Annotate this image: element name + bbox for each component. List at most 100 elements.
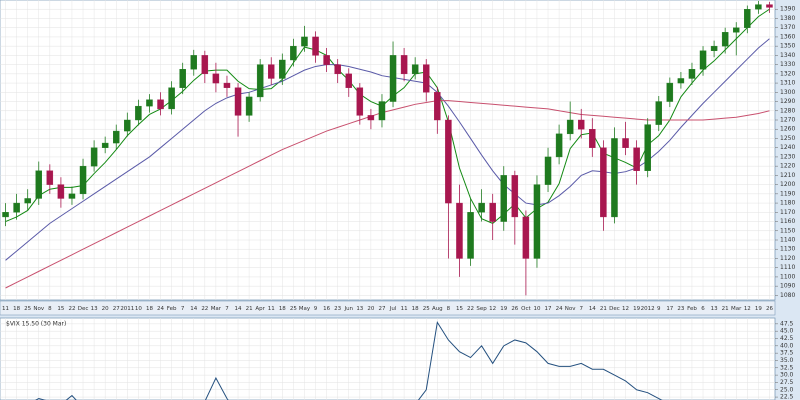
y-tick-label: 1160 xyxy=(780,218,795,225)
candle-body xyxy=(135,105,142,121)
candle-body xyxy=(57,184,65,199)
x-tick-label: 24 xyxy=(157,306,164,312)
y-tick-label: 1120 xyxy=(780,255,795,262)
candle-body xyxy=(445,119,452,204)
candle-body xyxy=(478,202,485,213)
candle-body xyxy=(179,69,186,88)
x-tick-label: 21 xyxy=(600,306,607,312)
x-tick-label: 18 xyxy=(146,306,153,312)
candle-body xyxy=(611,138,618,218)
x-tick-label: 25 xyxy=(24,306,31,312)
candle-body xyxy=(301,36,308,47)
moving-average xyxy=(5,8,770,224)
candle-body xyxy=(622,138,629,148)
y-tick-label: 1360 xyxy=(780,33,795,40)
lower-plot xyxy=(0,318,775,400)
candle-body xyxy=(356,87,364,116)
y-tick-label: 1250 xyxy=(780,135,795,142)
y-tick-label: 45.0 xyxy=(780,328,794,335)
x-tick-label: 18 xyxy=(279,306,286,312)
candle-body xyxy=(234,87,242,116)
x-tick-label: 11 xyxy=(268,306,275,312)
candle-body xyxy=(666,82,674,102)
x-tick-label: 15 xyxy=(456,306,463,312)
y-tick-label: 1200 xyxy=(780,181,795,188)
x-tick-label: 6 xyxy=(701,306,705,312)
y-tick-label: 1270 xyxy=(780,117,795,124)
candle-body xyxy=(633,147,640,171)
y-tick-label: 1140 xyxy=(780,237,795,244)
x-tick-label: 18 xyxy=(13,306,20,312)
x-tick-label: Feb xyxy=(167,306,177,312)
candle-body xyxy=(90,147,98,167)
candle-body xyxy=(733,27,740,33)
candle-body xyxy=(600,147,607,218)
y-tick-label: 1350 xyxy=(780,43,795,50)
y-tick-label: 32.5 xyxy=(780,364,794,371)
candle-body xyxy=(467,212,474,259)
x-tick-label: Oct xyxy=(521,306,531,312)
y-tick-label: 37.5 xyxy=(780,350,794,357)
y-tick-label: 1100 xyxy=(780,273,795,280)
candle-body xyxy=(268,64,275,79)
y-tick-label: 1370 xyxy=(780,24,795,31)
y-tick-label: 35.0 xyxy=(780,357,794,364)
candle-body xyxy=(721,32,729,47)
candle-body xyxy=(46,170,54,185)
x-tick-label: 11 xyxy=(2,306,9,312)
x-tick-label: 26 xyxy=(766,306,773,312)
main-plot xyxy=(0,0,775,300)
candle-body xyxy=(766,4,773,8)
x-tick-label: Jun xyxy=(343,306,353,312)
y-tick-label: 1390 xyxy=(780,6,795,13)
date-strip xyxy=(0,300,776,316)
x-tick-label: 14 xyxy=(235,306,242,312)
axes: 11 18 25 Nov 8 15 22 Dec 13 20 27 2011 10 18 24 Feb 7 14 2… xyxy=(2,6,795,400)
x-tick-label: 23 xyxy=(677,306,684,312)
vix-line xyxy=(34,321,663,400)
candle-body xyxy=(655,101,662,125)
x-tick-label: 7 xyxy=(181,306,185,312)
x-tick-label: Nov xyxy=(33,306,44,312)
candle-body xyxy=(13,202,20,213)
y-tick-label: 1090 xyxy=(780,283,795,290)
x-tick-label: 12 xyxy=(744,306,751,312)
x-tick-label: 19 xyxy=(500,306,507,312)
candle-body xyxy=(511,175,519,218)
x-tick-label: 8 xyxy=(447,306,451,312)
moving-average xyxy=(5,38,770,261)
x-tick-label: 21 xyxy=(246,306,253,312)
y-tick-label: 1300 xyxy=(780,89,795,96)
y-tick-label: 1340 xyxy=(780,52,795,59)
candle-body xyxy=(744,9,751,28)
x-tick-label: Dec xyxy=(609,306,620,312)
x-tick-label: Mar xyxy=(211,306,222,312)
y-tick-label: 1290 xyxy=(780,98,795,105)
x-tick-label: 11 xyxy=(401,306,408,312)
y-tick-label: 1210 xyxy=(780,172,795,179)
y-tick-label: 1310 xyxy=(780,80,795,87)
x-tick-label: 26 xyxy=(511,306,518,312)
candle-body xyxy=(290,45,297,61)
y-tick-label: 27.5 xyxy=(780,379,794,386)
candle-body xyxy=(434,92,441,121)
y-tick-label: 40.0 xyxy=(780,342,794,349)
candle-body xyxy=(378,101,386,121)
candle-body xyxy=(124,119,131,132)
x-tick-label: 10 xyxy=(533,306,540,312)
x-tick-label: 10 xyxy=(135,306,142,312)
candle-body xyxy=(367,115,375,121)
x-tick-label: 18 xyxy=(412,306,419,312)
x-tick-label: 19 xyxy=(633,306,640,312)
x-tick-label: 2012 xyxy=(641,306,655,312)
candle-body xyxy=(201,55,209,75)
x-tick-label: 22 xyxy=(201,306,208,312)
y-tick-label: 1130 xyxy=(780,246,795,253)
candle-body xyxy=(190,55,197,70)
y-tick-label: 1190 xyxy=(780,190,795,197)
x-tick-label: 27 xyxy=(113,306,120,312)
x-tick-label: 12 xyxy=(622,306,629,312)
y-tick-label: 1080 xyxy=(780,292,795,299)
candle-body xyxy=(279,59,286,79)
x-tick-label: 2011 xyxy=(120,306,134,312)
